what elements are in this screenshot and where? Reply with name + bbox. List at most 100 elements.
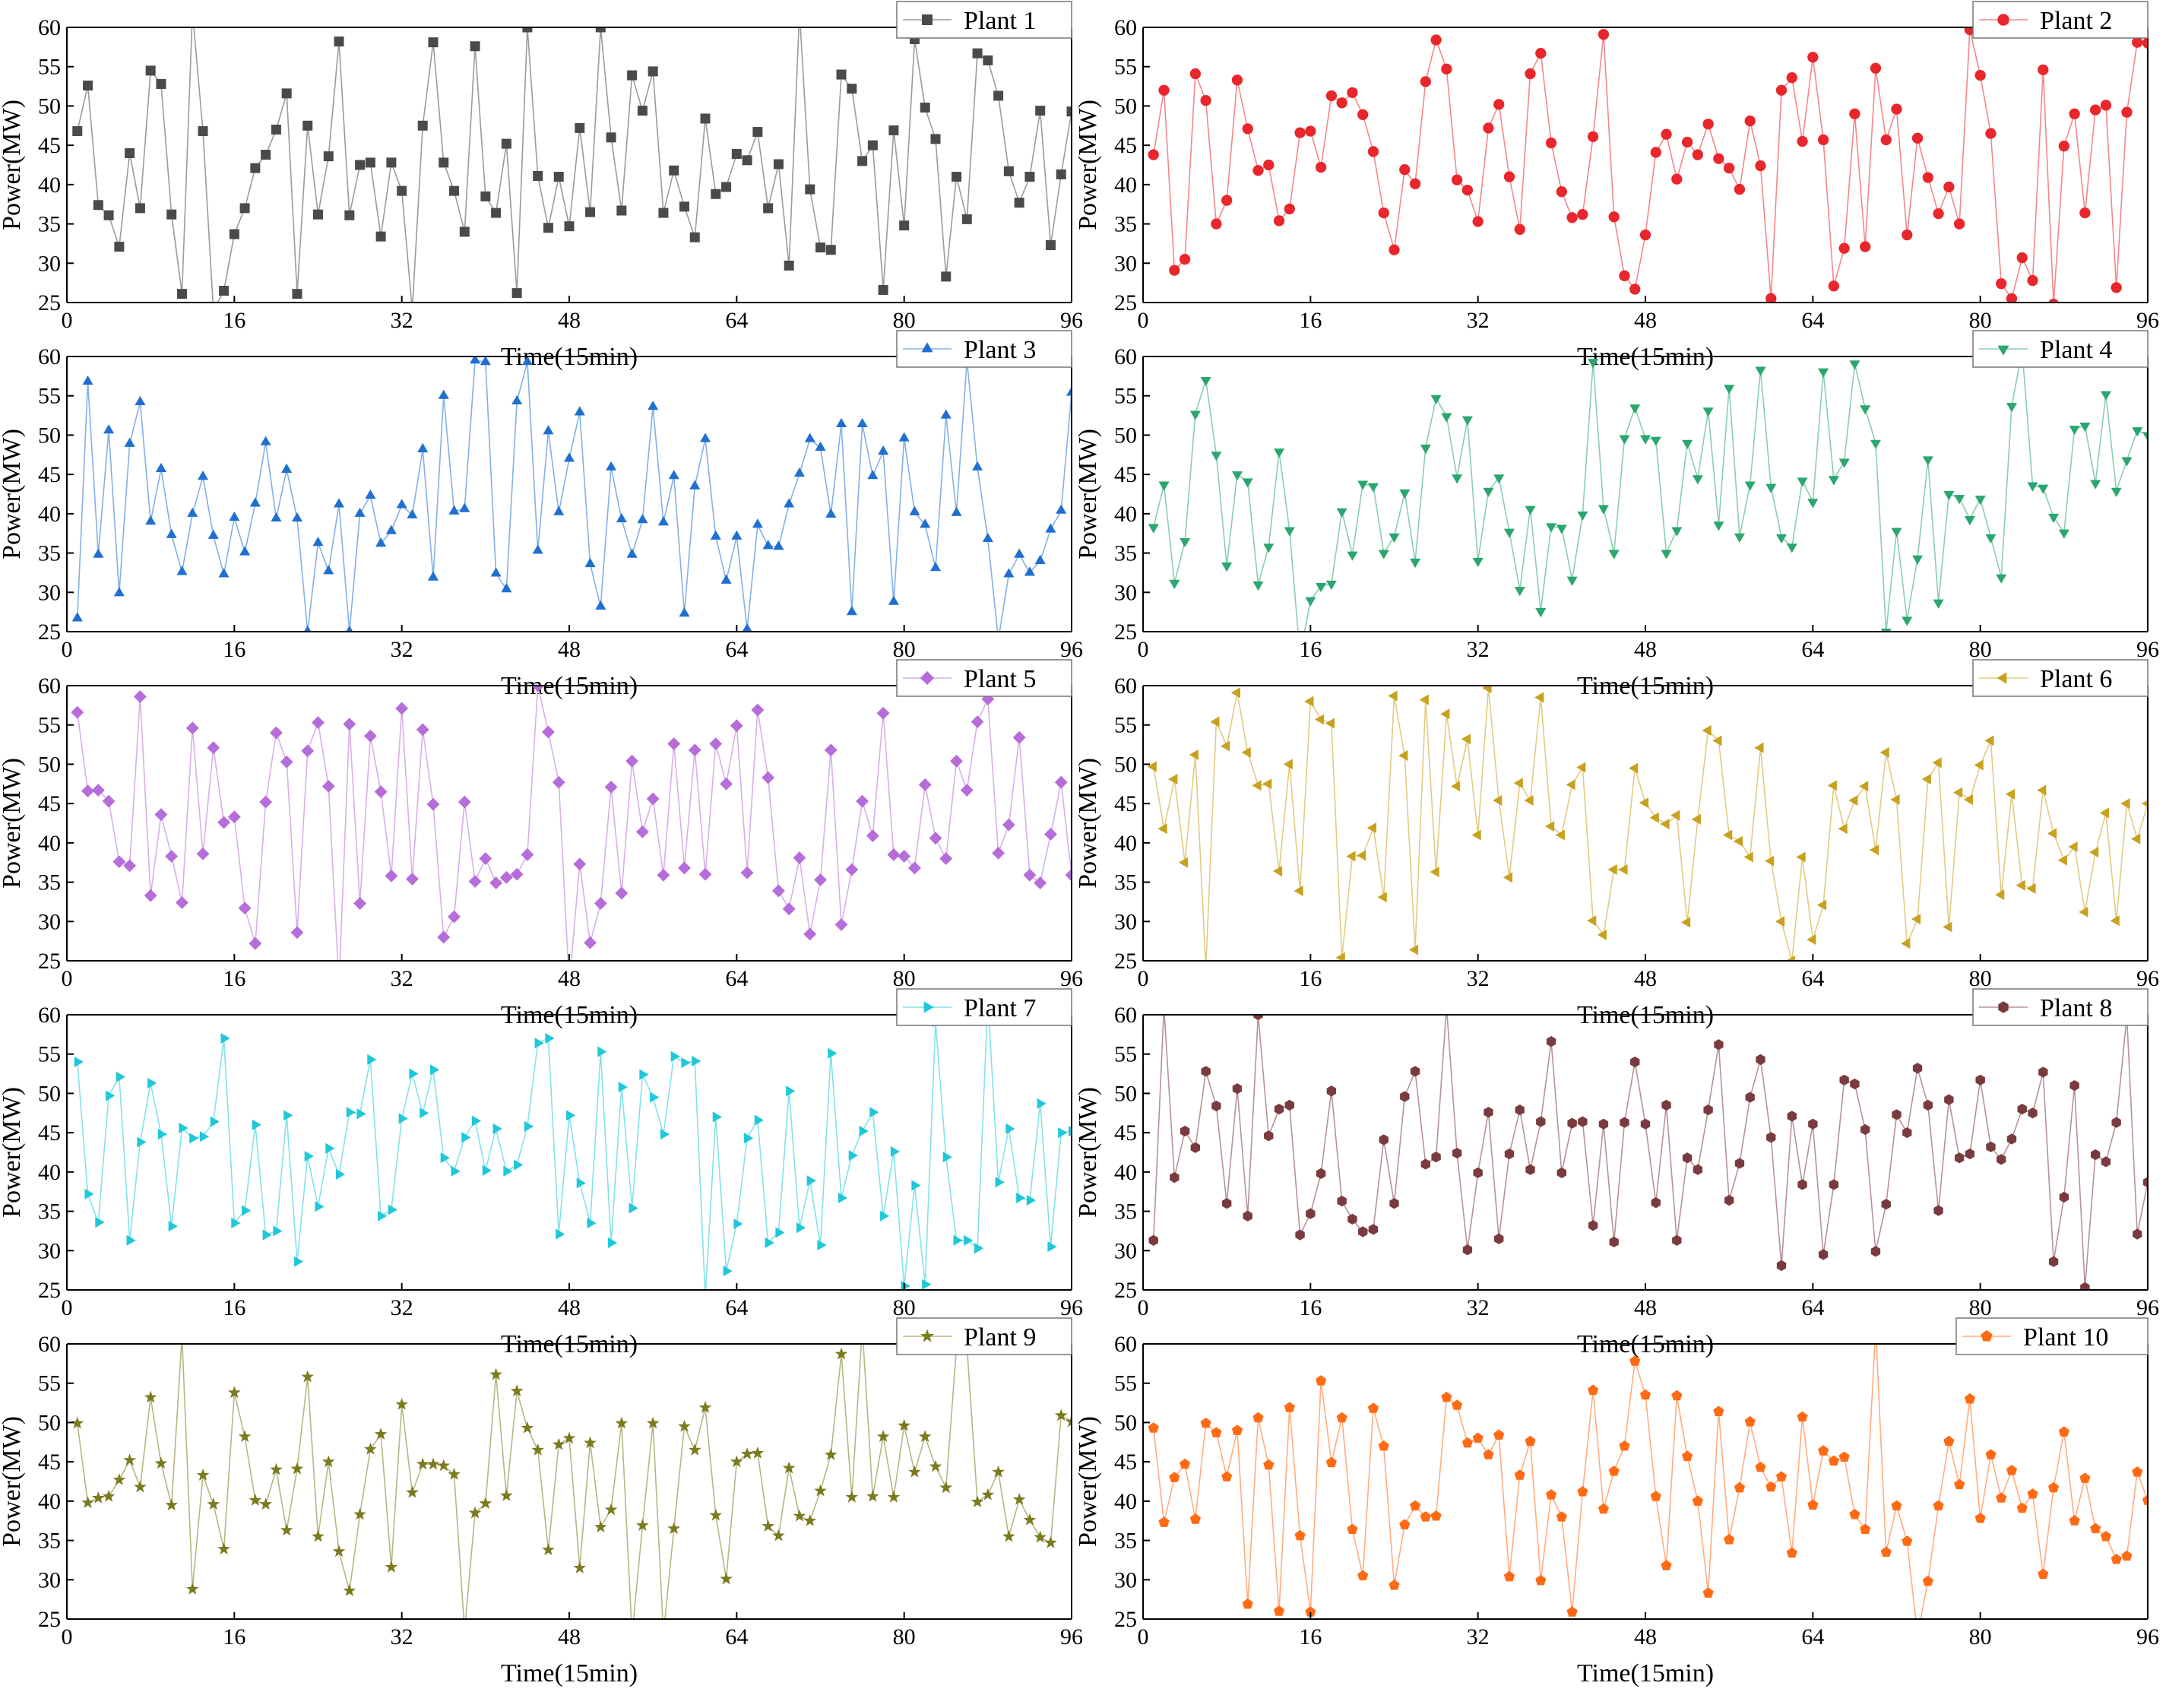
data-point [1378,550,1389,559]
data-point [335,1168,346,1180]
data-point [470,41,480,52]
data-point [185,1582,199,1595]
data-point [1295,1229,1305,1241]
data-point [1775,534,1788,544]
x-axis-label: Time(15min) [501,1659,638,1687]
legend: Plant 8 [1972,988,2149,1026]
data-point [876,1430,890,1443]
data-point [166,209,177,220]
series-group [1148,27,2148,303]
x-tick-label: 16 [223,966,245,991]
data-point [595,600,606,610]
x-tick-label: 48 [558,966,581,991]
data-point [1515,1104,1525,1116]
x-tick-label: 96 [1060,637,1083,662]
data-point [817,1240,827,1251]
y-tick-label: 60 [1114,1003,1137,1028]
data-point [657,868,670,882]
data-point [1410,558,1421,569]
data-point [1818,1249,1829,1260]
data-point [388,1204,398,1215]
data-point [144,889,157,902]
data-point [1284,1402,1295,1412]
data-point [93,200,103,211]
data-point [1755,1461,1766,1472]
data-point [1483,1449,1494,1459]
x-tick-label: 16 [223,1295,245,1320]
y-tick-label: 30 [1114,1567,1137,1592]
data-point [878,445,889,455]
data-point [301,1370,315,1383]
data-point [2131,833,2141,844]
data-point [1221,1471,1233,1481]
data-point [1044,828,1057,841]
data-point [1034,1530,1047,1543]
legend: Plant 3 [896,330,1072,368]
data-point [1807,1499,1819,1510]
y-axis-label: Power(MW) [0,758,26,889]
data-point [385,1560,398,1573]
data-point [866,1489,879,1502]
data-point [1189,410,1201,420]
data-point [1169,1472,1180,1482]
data-point [91,784,105,797]
data-point [616,205,627,216]
data-point [929,562,942,572]
data-point [1452,1399,1463,1410]
data-point [1419,694,1429,705]
data-point [1933,1500,1944,1511]
data-point [786,1085,796,1097]
data-point [426,797,440,811]
data-point [1965,1148,1975,1160]
data-point [479,852,492,865]
data-point [908,1465,921,1478]
data-point [1954,495,1965,505]
data-point [773,159,784,170]
data-point [1347,1523,1358,1535]
data-point [1420,444,1431,455]
data-point [576,1177,586,1189]
data-point [667,1522,681,1535]
data-point [468,1506,482,1519]
data-point [1902,1535,1913,1546]
data-point [594,897,607,910]
data-point [692,1055,701,1067]
data-point [1231,74,1243,86]
data-point [1211,1427,1222,1437]
data-point [1818,368,1829,378]
data-point [176,896,188,909]
data-point [898,849,911,863]
data-point [1003,166,1014,176]
data-point [909,505,920,515]
data-point [1555,829,1565,841]
data-point [1567,1117,1577,1129]
data-point [782,902,796,916]
data-point [1068,1126,1072,1137]
data-point [321,779,335,793]
data-point [1168,774,1178,785]
data-point [144,1390,157,1403]
y-tick-label: 50 [1114,752,1137,777]
y-tick-label: 40 [38,1160,61,1185]
data-point [744,1133,754,1144]
y-tick-label: 60 [38,1003,61,1028]
data-point [1241,746,1251,758]
data-point [321,1455,335,1468]
data-point [971,715,984,729]
data-point [334,36,344,47]
data-point [238,902,252,915]
data-point [637,514,648,524]
data-point [846,606,857,616]
data-point [1933,1205,1943,1216]
x-tick-label: 48 [1634,637,1657,662]
data-point [657,516,669,526]
data-point [417,442,429,453]
y-tick-label: 60 [38,344,61,369]
data-point [1399,489,1411,499]
data-point [1169,579,1180,589]
data-point [869,1107,879,1118]
data-point [367,1054,377,1065]
data-point [1650,1491,1661,1501]
data-point [1065,1415,1072,1428]
